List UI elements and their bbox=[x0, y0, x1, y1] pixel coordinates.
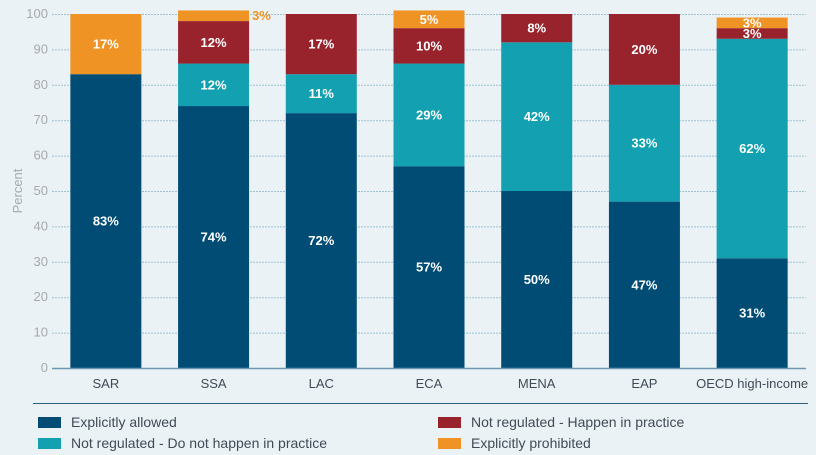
bar-segment bbox=[716, 38, 788, 259]
bar-segment bbox=[393, 10, 465, 29]
bar-segment bbox=[501, 42, 573, 191]
legend-item: Explicitly prohibited bbox=[438, 434, 778, 452]
data-label: 47% bbox=[631, 277, 657, 292]
data-label: 11% bbox=[309, 86, 335, 101]
data-label: 83% bbox=[93, 214, 119, 229]
bar-segment bbox=[178, 21, 250, 64]
bar-segment bbox=[393, 63, 465, 167]
y-tick-label: 60 bbox=[34, 148, 48, 163]
legend-label: Not regulated - Do not happen in practic… bbox=[71, 435, 328, 451]
legend-divider bbox=[33, 403, 808, 404]
legend-label: Not regulated - Happen in practice bbox=[471, 414, 685, 430]
legend-swatch bbox=[438, 437, 461, 449]
bar-segment bbox=[716, 28, 788, 39]
bar-segment bbox=[608, 84, 680, 202]
x-tick-label: MENA bbox=[518, 376, 556, 391]
data-label: 50% bbox=[524, 272, 550, 287]
data-label: 31% bbox=[739, 306, 765, 321]
data-label: 8% bbox=[527, 21, 546, 36]
y-tick-label: 50 bbox=[34, 183, 48, 198]
bar-segment bbox=[393, 28, 465, 64]
data-label: 20% bbox=[631, 42, 657, 57]
x-tick-label: LAC bbox=[309, 376, 334, 391]
y-axis-label: Percent bbox=[10, 168, 25, 213]
y-tick-label: 100 bbox=[26, 6, 48, 21]
legend-label: Explicitly prohibited bbox=[471, 435, 591, 451]
y-tick-label: 40 bbox=[34, 218, 48, 233]
bar-segment bbox=[178, 10, 250, 22]
x-tick-label: EAP bbox=[631, 376, 657, 391]
legend-swatch bbox=[438, 416, 461, 428]
bar-segment bbox=[716, 258, 788, 368]
y-tick-label: 90 bbox=[34, 41, 48, 56]
y-tick-label: 20 bbox=[34, 289, 48, 304]
legend-item: Not regulated - Do not happen in practic… bbox=[38, 434, 438, 452]
bar-segment bbox=[716, 17, 788, 29]
data-label: 72% bbox=[308, 233, 334, 248]
bar-segment bbox=[285, 113, 357, 369]
bar-segment bbox=[178, 63, 250, 107]
data-label: 3% bbox=[743, 15, 762, 30]
y-tick-label: 0 bbox=[41, 360, 48, 375]
y-tick-label: 10 bbox=[34, 325, 48, 340]
bar-segment bbox=[501, 14, 573, 43]
bar-segment bbox=[285, 74, 357, 114]
stacked-bar-chart: 0 10 20 30 40 50 60 70 80 90 100 Percent 83% 17% 74%… bbox=[10, 6, 808, 391]
x-tick-label: SSA bbox=[201, 376, 227, 391]
legend-item: Not regulated - Happen in practice bbox=[438, 413, 778, 431]
bars: 83% 17% 74% 12% 12% 3% 72% 11% 17% 57% 29% 10% 5% 50%… bbox=[70, 8, 788, 369]
bar-segment bbox=[393, 166, 465, 368]
y-axis-ticks: 0 10 20 30 40 50 60 70 80 90 100 bbox=[26, 6, 48, 375]
x-tick-label: OECD high-income bbox=[696, 376, 808, 391]
data-label: 33% bbox=[631, 136, 657, 151]
legend-item: Explicitly allowed bbox=[38, 413, 438, 431]
legend-swatch bbox=[38, 416, 61, 428]
bar-segment bbox=[70, 74, 142, 369]
data-label: 3% bbox=[743, 26, 762, 41]
bar-segment bbox=[285, 14, 357, 75]
legend: Explicitly allowed Not regulated - Happe… bbox=[38, 413, 798, 452]
data-label: 74% bbox=[201, 230, 227, 245]
data-label: 5% bbox=[420, 12, 439, 27]
x-axis-ticks: SAR SSA LAC ECA MENA EAP OECD high-income bbox=[92, 376, 808, 391]
data-label: 3% bbox=[252, 8, 271, 23]
y-tick-label: 30 bbox=[34, 254, 48, 269]
x-tick-label: SAR bbox=[92, 376, 119, 391]
bar-segment bbox=[178, 106, 250, 368]
x-tick-label: ECA bbox=[416, 376, 443, 391]
data-label: 17% bbox=[308, 37, 334, 52]
data-label: 12% bbox=[201, 77, 227, 92]
bar-segment bbox=[608, 201, 680, 368]
data-label: 29% bbox=[416, 107, 442, 122]
y-tick-label: 80 bbox=[34, 77, 48, 92]
bar-segment bbox=[608, 14, 680, 85]
bar-segment bbox=[501, 191, 573, 368]
data-label: 17% bbox=[93, 37, 119, 52]
data-label: 62% bbox=[739, 141, 765, 156]
data-label: 57% bbox=[416, 260, 442, 275]
legend-swatch bbox=[38, 437, 61, 449]
data-label: 12% bbox=[201, 35, 227, 50]
y-tick-label: 70 bbox=[34, 112, 48, 127]
data-label: 10% bbox=[416, 38, 442, 53]
data-label: 42% bbox=[524, 109, 550, 124]
bar-segment bbox=[70, 14, 142, 75]
legend-label: Explicitly allowed bbox=[71, 414, 177, 430]
